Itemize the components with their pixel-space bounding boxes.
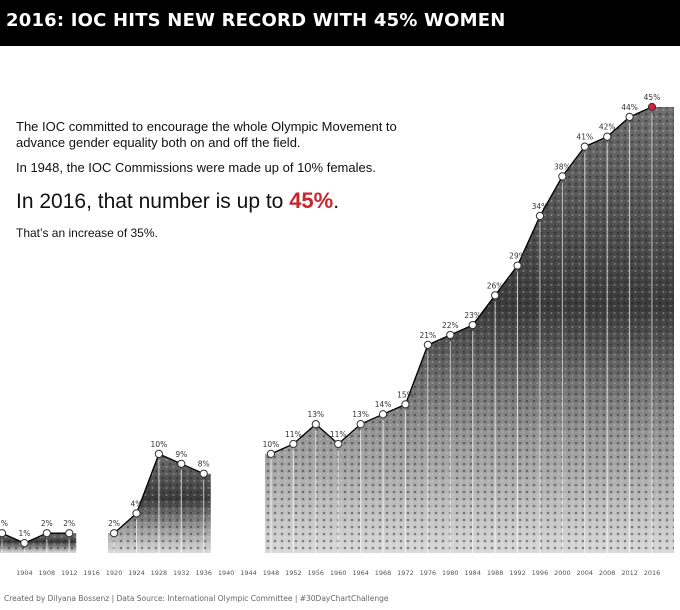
x-tick-label-1972: 1972 <box>397 569 414 577</box>
data-point-1976 <box>423 340 432 349</box>
series-line-segment <box>1 532 70 544</box>
intro-paragraph-1948: In 1948, the IOC Commissions were made u… <box>16 160 376 175</box>
x-tick-label-2016: 2016 <box>644 569 661 577</box>
data-point-2000 <box>558 172 567 181</box>
x-tick-label-2004: 2004 <box>576 569 593 577</box>
data-point-2016 <box>647 102 657 112</box>
chart-title: 2016: IOC HITS NEW RECORD WITH 45% WOMEN <box>6 10 506 31</box>
x-tick-label-1980: 1980 <box>442 569 459 577</box>
data-label-1928: 10% <box>151 440 168 449</box>
intro-headline: In 2016, that number is up to 45%. <box>16 188 416 215</box>
data-label-1920: 2% <box>108 519 120 528</box>
x-tick-label-1960: 1960 <box>330 569 347 577</box>
intro-paragraph-increase: That’s an increase of 35%. <box>16 226 158 240</box>
data-point-1996 <box>535 211 545 221</box>
data-label-1960: 11% <box>330 430 347 439</box>
x-tick-label-1956: 1956 <box>308 569 325 577</box>
x-tick-label-2000: 2000 <box>554 569 571 577</box>
photo-texture-segment <box>264 107 674 553</box>
data-point-1948 <box>266 449 276 458</box>
x-tick-label-1904: 1904 <box>16 569 33 577</box>
x-tick-label-1916: 1916 <box>83 569 100 577</box>
x-tick-label-1924: 1924 <box>128 569 145 577</box>
data-label-1968: 14% <box>375 400 392 409</box>
data-label-1984: 23% <box>464 311 481 320</box>
data-label-1980: 22% <box>442 321 459 330</box>
data-label-1988: 26% <box>487 281 504 290</box>
intro-text: The IOC committed to encourage the whole… <box>16 119 416 241</box>
data-label-2004: 41% <box>576 133 593 142</box>
data-label-1972: 15% <box>397 390 414 399</box>
x-tick-label-1932: 1932 <box>173 569 190 577</box>
x-tick-label-1988: 1988 <box>487 569 504 577</box>
data-point-1992 <box>513 261 522 270</box>
x-tick-label-1940: 1940 <box>218 569 235 577</box>
headline-highlight: 45% <box>289 188 334 213</box>
data-label-1912: 2% <box>63 519 75 528</box>
data-label-1992: 29% <box>509 252 526 261</box>
photo-texture-segment <box>0 533 77 553</box>
data-label-2000: 38% <box>554 162 571 171</box>
x-tick-label-1944: 1944 <box>240 569 257 577</box>
data-label-1964: 13% <box>352 410 369 419</box>
headline-prefix: In 2016, that number is up to <box>16 190 290 213</box>
data-point-1960 <box>334 439 343 449</box>
data-label-1936: 8% <box>198 460 210 469</box>
credits-footer: Created by Dilyana Bossenz | Data Source… <box>4 594 389 603</box>
data-point-1952 <box>289 439 298 449</box>
x-tick-label-1964: 1964 <box>352 569 369 577</box>
data-label-2008: 42% <box>599 123 616 132</box>
data-point-1972 <box>401 400 410 409</box>
data-label-1976: 21% <box>420 331 437 340</box>
data-label-1900: 2% <box>0 519 8 528</box>
data-point-1968 <box>378 410 388 419</box>
data-label-1952: 11% <box>285 430 302 439</box>
x-tick-label-1976: 1976 <box>420 569 437 577</box>
x-tick-label-1936: 1936 <box>195 569 212 577</box>
data-label-2016: 45% <box>644 93 661 102</box>
data-point-1924 <box>132 509 141 518</box>
x-tick-label-2008: 2008 <box>599 569 616 577</box>
data-point-2004 <box>580 142 589 151</box>
title-bar: 2016: IOC HITS NEW RECORD WITH 45% WOMEN <box>0 0 680 46</box>
data-point-1988 <box>491 291 500 300</box>
data-point-1936 <box>199 469 208 478</box>
data-label-1948: 10% <box>263 440 280 449</box>
x-tick-label-1984: 1984 <box>464 569 481 577</box>
x-tick-label-1992: 1992 <box>509 569 526 577</box>
intro-paragraph-commitment: The IOC committed to encourage the whole… <box>16 119 397 150</box>
data-point-1928 <box>154 449 163 458</box>
data-label-1904: 1% <box>18 529 30 538</box>
data-point-1920 <box>109 529 119 538</box>
x-tick-label-1968: 1968 <box>375 569 392 577</box>
x-tick-label-1920: 1920 <box>106 569 123 577</box>
data-point-1908 <box>42 529 51 538</box>
x-tick-label-1928: 1928 <box>151 569 168 577</box>
data-point-1984 <box>468 320 477 330</box>
data-point-1912 <box>65 529 74 538</box>
data-point-1956 <box>311 420 320 429</box>
data-label-1956: 13% <box>307 410 324 419</box>
x-tick-label-1908: 1908 <box>39 569 56 577</box>
data-point-1900 <box>0 529 7 538</box>
x-tick-label-2012: 2012 <box>621 569 638 577</box>
data-point-1904 <box>20 538 29 548</box>
data-label-1924: 4% <box>131 499 143 508</box>
data-point-1964 <box>356 420 365 429</box>
data-label-2012: 44% <box>621 103 638 112</box>
x-tick-label-1952: 1952 <box>285 569 302 577</box>
data-point-1980 <box>446 330 455 340</box>
headline-suffix: . <box>333 190 340 213</box>
data-point-2012 <box>625 112 634 122</box>
x-tick-label-1996: 1996 <box>532 569 549 577</box>
data-label-1996: 34% <box>532 202 549 211</box>
data-label-1932: 9% <box>175 450 187 459</box>
x-tick-label-1912: 1912 <box>61 569 78 577</box>
data-label-1908: 2% <box>41 519 53 528</box>
data-point-2008 <box>603 132 612 141</box>
x-tick-label-1948: 1948 <box>263 569 280 577</box>
data-point-1932 <box>177 459 186 468</box>
